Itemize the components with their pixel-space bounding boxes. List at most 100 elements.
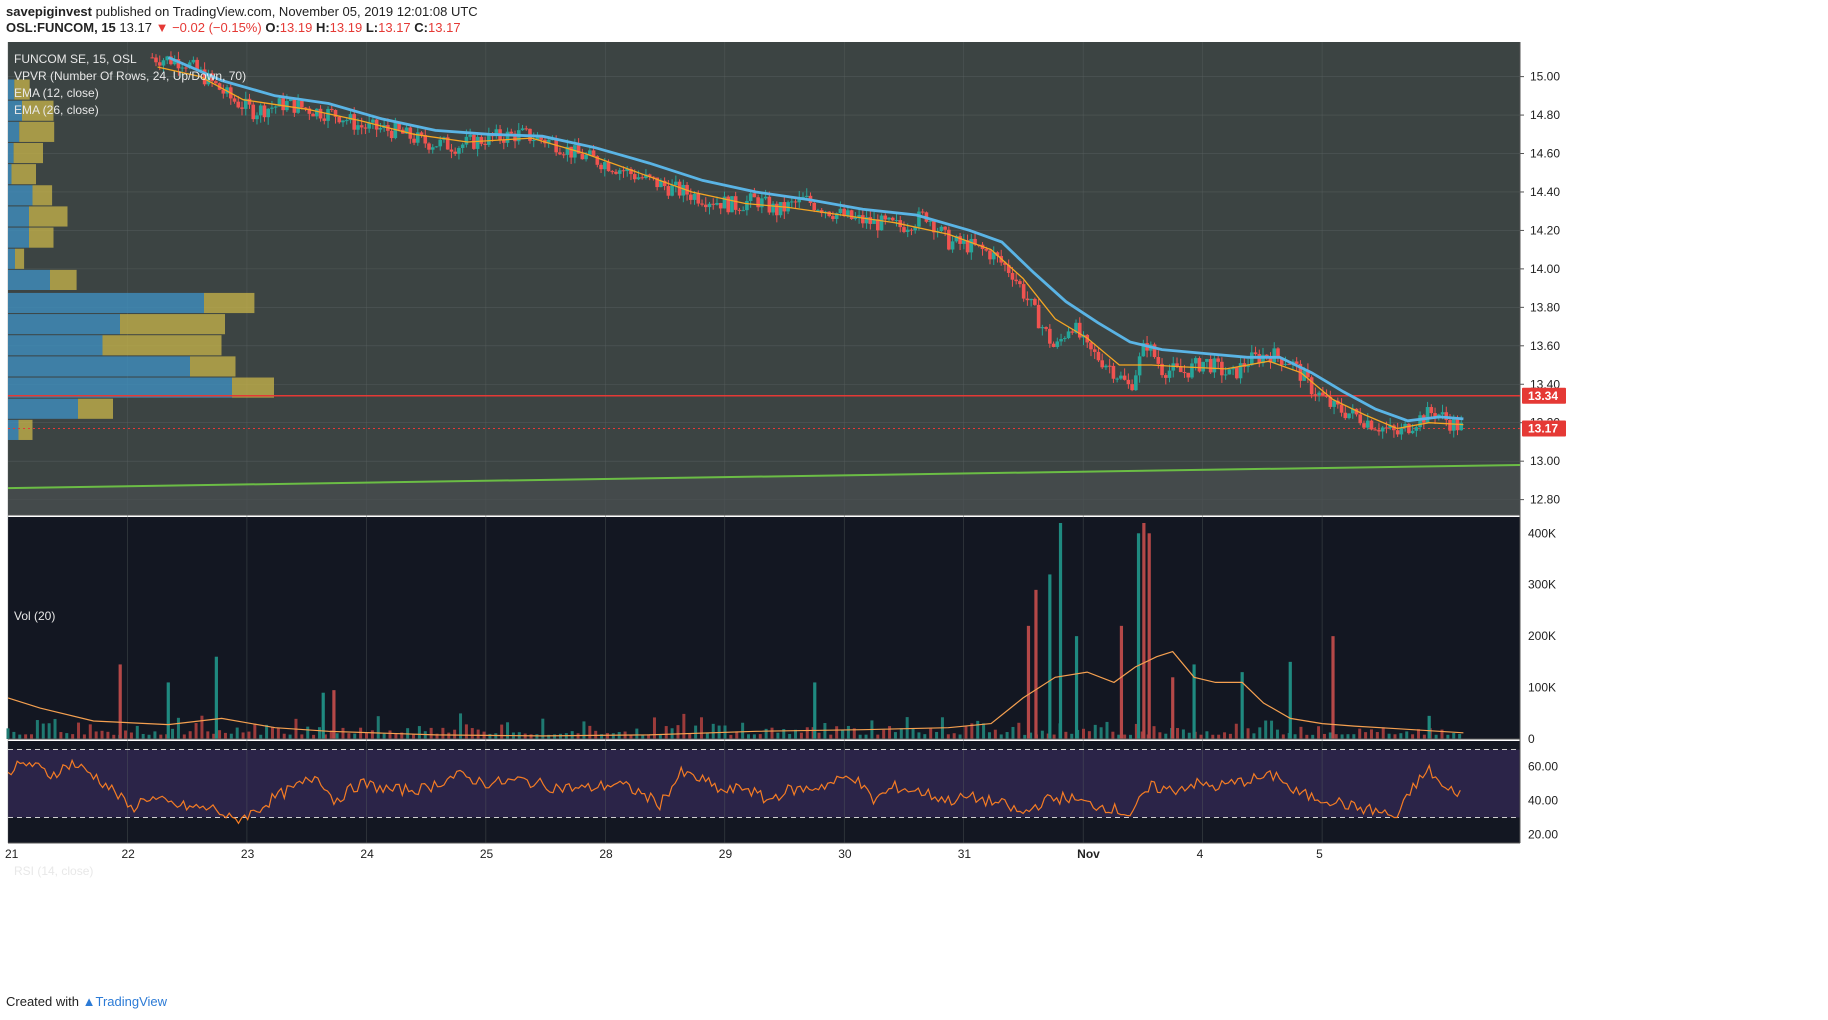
candle-body — [419, 132, 424, 136]
candle-body — [1283, 363, 1288, 365]
volume-bar — [1223, 732, 1227, 739]
candle-body — [535, 136, 540, 141]
candle-body — [909, 229, 914, 231]
candle-body — [1339, 404, 1344, 413]
candle-body — [962, 240, 966, 244]
candle-body — [206, 73, 211, 85]
volume-spike-bar — [1192, 664, 1196, 739]
volume-spike-bar — [1171, 677, 1175, 739]
candle-body — [1021, 284, 1026, 299]
vpvr-up-bar — [8, 79, 15, 100]
candle-body — [457, 147, 461, 154]
candle-body — [636, 177, 641, 180]
volume-bar — [1105, 721, 1109, 739]
candle-body — [1418, 415, 1422, 428]
time-axis-label: 30 — [838, 847, 852, 861]
volume-bar — [141, 733, 145, 739]
candle-body — [569, 146, 573, 158]
candle-body — [902, 227, 906, 232]
volume-bar — [1317, 726, 1321, 739]
volume-bar — [841, 729, 845, 739]
tradingview-brand[interactable]: TradingView — [95, 994, 168, 1009]
candle-body — [1201, 361, 1205, 372]
candle-body — [1261, 354, 1265, 364]
candle-body — [1264, 354, 1269, 357]
candle-body — [1036, 304, 1041, 329]
volume-bar — [435, 733, 439, 739]
candle-body — [726, 196, 731, 213]
volume-bar — [24, 734, 28, 739]
symbol-label: OSL:FUNCOM, 15 — [6, 20, 116, 35]
volume-bar — [12, 731, 16, 739]
candle-body — [165, 56, 170, 61]
candle-body — [662, 180, 667, 187]
volume-bar — [282, 733, 286, 739]
volume-bar — [764, 728, 768, 739]
candle-body — [677, 181, 682, 196]
candle-body — [1380, 427, 1385, 432]
price-pane-bg — [8, 42, 1520, 515]
time-axis-label: 24 — [360, 847, 374, 861]
volume-bar — [1299, 726, 1303, 739]
vpvr-down-bar — [232, 377, 274, 398]
candle-body — [1175, 363, 1179, 367]
volume-bar — [1416, 729, 1420, 739]
time-axis-label: 22 — [121, 847, 135, 861]
candle-body — [288, 98, 293, 102]
candle-body — [1066, 331, 1071, 339]
volume-bar — [176, 717, 180, 739]
volume-bar — [1211, 734, 1215, 739]
candle-body — [1227, 369, 1232, 375]
candle-body — [389, 130, 394, 139]
candle-body — [1141, 343, 1146, 357]
volume-spike-bar — [1240, 672, 1244, 739]
candle-body — [681, 184, 686, 196]
volume-bar — [1405, 731, 1409, 739]
candle-body — [606, 162, 611, 172]
chart-canvas[interactable]: 15.00 14.80 14.60 14.40 14.20 14.00 13.80 13.60… — [0, 42, 1828, 990]
volume-bar — [1369, 729, 1373, 739]
vpvr-down-bar — [50, 269, 77, 290]
candle-body — [1167, 370, 1172, 378]
candle-body — [876, 219, 880, 231]
volume-bar — [35, 720, 39, 739]
volume-axis-label: 200K — [1528, 629, 1556, 643]
candle-body — [169, 56, 173, 65]
volume-bar — [1381, 727, 1385, 739]
candle-body — [610, 171, 615, 173]
volume-bar — [182, 734, 186, 739]
volume-bar — [541, 718, 545, 739]
volume-bar — [400, 732, 404, 739]
volume-bar — [1087, 731, 1091, 739]
publisher-name[interactable]: savepiginvest — [6, 4, 92, 19]
last-price-tag: 13.17 — [1528, 421, 1558, 435]
candle-body — [1410, 430, 1415, 434]
candle-body — [1130, 384, 1134, 391]
tradingview-logo-icon[interactable]: ▲ — [82, 994, 96, 1009]
candle-body — [337, 116, 342, 123]
candle-body — [311, 113, 315, 117]
candle-body — [232, 98, 237, 102]
volume-bar — [459, 713, 463, 739]
volume-bar — [41, 723, 45, 739]
candle-body — [273, 106, 278, 108]
volume-bar — [982, 723, 986, 739]
price-axis-label: 14.40 — [1530, 185, 1560, 199]
candle-body — [913, 226, 917, 231]
time-axis-label: 21 — [5, 847, 19, 861]
candle-body — [531, 140, 536, 142]
candle-body — [588, 150, 592, 155]
rsi-axis-label: 40.00 — [1528, 794, 1558, 808]
volume-bar — [688, 733, 692, 739]
candle-body — [887, 217, 891, 220]
candle-body — [1235, 367, 1239, 379]
volume-bar — [1099, 727, 1103, 739]
volume-bar — [1411, 734, 1415, 739]
volume-bar — [553, 734, 557, 739]
chart-area[interactable]: 15.00 14.80 14.60 14.40 14.20 14.00 13.80 13.60… — [0, 42, 1828, 990]
candle-body — [1107, 365, 1112, 367]
volume-bar — [88, 724, 92, 739]
volume-bar — [388, 730, 392, 739]
candle-body — [984, 249, 989, 251]
volume-bar — [1458, 733, 1462, 739]
